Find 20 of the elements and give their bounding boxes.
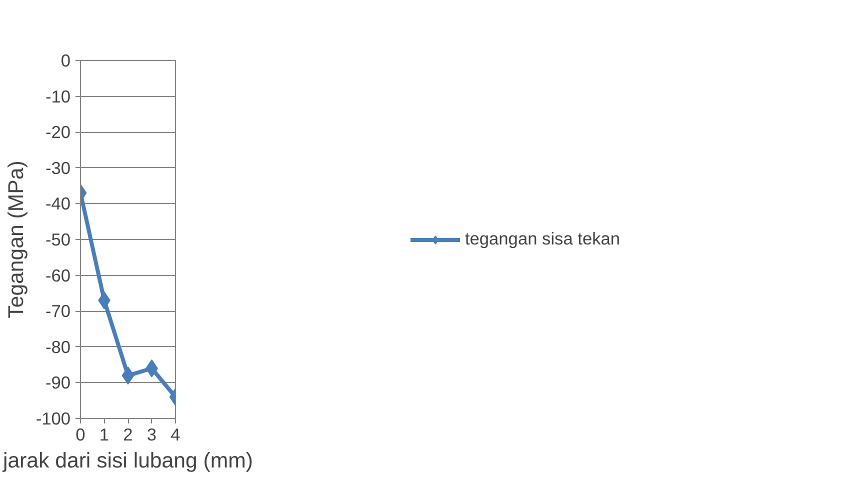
y-tick-label: -50 [45,230,70,250]
x-axis-title: jarak dari sisi lubang (mm) [2,448,254,472]
x-tick-label: 0 [76,424,86,444]
y-axis-title: Tegangan (MPa) [4,160,28,318]
y-tick-label: -60 [45,265,70,286]
x-tick-label: 2 [123,424,133,444]
y-tick-label: -20 [45,122,70,142]
y-tick-label: -80 [45,336,70,357]
x-tick-label: 4 [170,424,181,444]
x-tick-label: 1 [99,424,110,444]
legend-label: tegangan sisa tekan [464,228,620,250]
y-tick-label: -10 [45,86,70,106]
y-tick-label: -70 [45,301,70,322]
point [122,366,134,385]
y-tick-label: 0 [60,50,71,70]
y-tick-label: -90 [45,372,70,393]
y-tick-label: -100 [36,408,71,428]
x-tick-label: 3 [146,424,157,444]
y-tick-label: -40 [45,194,70,214]
y-tick-label: -30 [45,158,70,178]
